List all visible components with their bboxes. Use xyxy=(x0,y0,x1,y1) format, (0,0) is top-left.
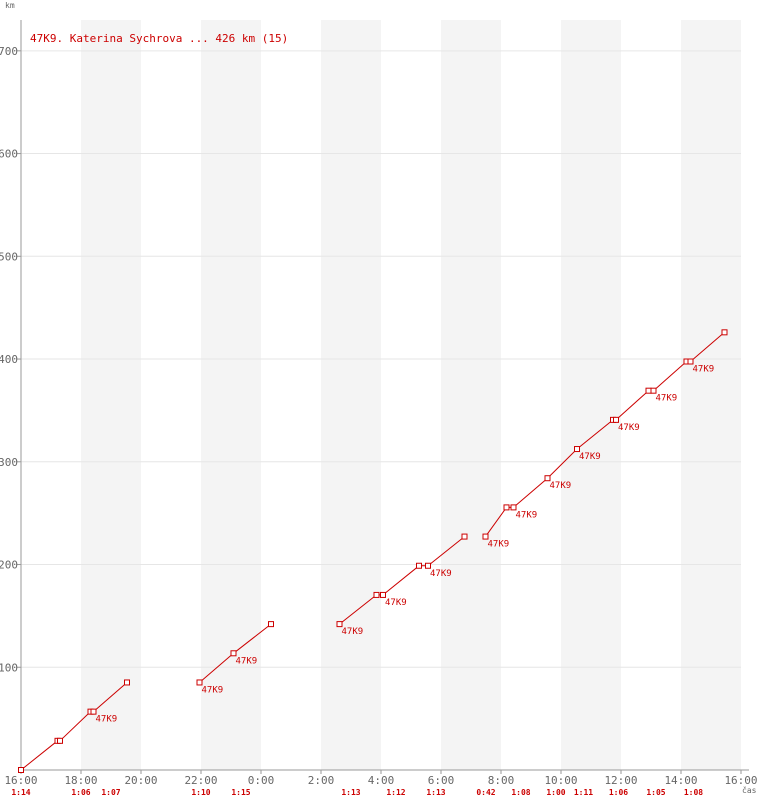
x-tick-label: 8:00 xyxy=(488,774,515,787)
data-point xyxy=(373,591,380,598)
point-label: 47K9 xyxy=(236,656,258,666)
x-tick-label: 16:00 xyxy=(724,774,757,787)
point-label: 47K9 xyxy=(96,715,118,725)
data-point xyxy=(650,387,657,394)
x-tick-labels: 16:00 18:00 20:00 22:00 0:00 2:00 4:00 6:00 8:00… xyxy=(4,774,757,787)
point-label: 47K9 xyxy=(342,627,364,637)
point-label: 47K9 xyxy=(579,452,601,462)
lap-time-label: 0:42 xyxy=(476,788,495,797)
data-point xyxy=(90,708,97,715)
point-label: 47K9 xyxy=(488,540,510,550)
point-label: 47K9 xyxy=(618,423,640,433)
x-tick-label: 12:00 xyxy=(604,774,637,787)
data-point xyxy=(230,650,237,657)
lap-time-label: 1:08 xyxy=(684,788,703,797)
y-tick-label: 600 xyxy=(0,148,18,161)
data-point xyxy=(613,416,619,423)
lap-time-label: 1:06 xyxy=(609,788,628,797)
data-point xyxy=(380,591,386,598)
x-tick-label: 22:00 xyxy=(184,774,217,787)
y-tick-label: 200 xyxy=(0,559,18,572)
data-point xyxy=(544,475,551,482)
lap-time-label: 1:11 xyxy=(574,788,593,797)
y-axis-unit: km xyxy=(5,1,15,10)
x-tick-label: 18:00 xyxy=(64,774,97,787)
series-line xyxy=(20,682,128,771)
shaded-band xyxy=(81,20,141,770)
x-tick-label: 6:00 xyxy=(428,774,455,787)
x-tick-label: 2:00 xyxy=(308,774,335,787)
series-line xyxy=(339,536,465,625)
point-label: 47K9 xyxy=(385,598,407,608)
y-tick-label: 400 xyxy=(0,353,18,366)
x-tick-label: 0:00 xyxy=(248,774,275,787)
data-point xyxy=(18,767,24,773)
data-point xyxy=(425,562,431,569)
shaded-band xyxy=(681,20,741,770)
data-point xyxy=(482,533,489,540)
data-point xyxy=(268,621,274,628)
shaded-band xyxy=(321,20,381,770)
chart-title: 47K9. Katerina Sychrova ... 426 km (15) xyxy=(30,32,288,45)
lap-time-label: 1:13 xyxy=(426,788,445,797)
series-points xyxy=(18,329,728,773)
y-tick-label: 500 xyxy=(0,250,18,263)
data-point xyxy=(461,533,468,540)
data-point xyxy=(124,679,130,686)
x-tick-label: 14:00 xyxy=(664,774,697,787)
data-point xyxy=(574,446,580,453)
data-point xyxy=(416,562,422,569)
shaded-band xyxy=(201,20,261,770)
point-label: 47K9 xyxy=(656,394,678,404)
y-tick-label: 700 xyxy=(0,45,18,58)
x-tick-label: 10:00 xyxy=(544,774,577,787)
lap-time-label: 1:00 xyxy=(546,788,565,797)
data-point xyxy=(645,387,652,394)
lap-time-labels: 1:14 1:06 1:07 1:10 1:15 1:13 1:12 1:13 0:42 1:08… xyxy=(11,788,703,797)
point-label: 47K9 xyxy=(516,510,538,520)
data-point xyxy=(503,504,510,511)
y-tick-labels: 100 200 300 400 500 600 700 xyxy=(0,45,18,674)
lap-time-label: 1:10 xyxy=(191,788,210,797)
point-label: 47K9 xyxy=(430,569,452,579)
point-label: 47K9 xyxy=(693,365,715,375)
point-labels: 47K9 47K9 47K9 47K9 47K9 47K9 47K9 47K9 47K9 47K9… xyxy=(96,365,715,725)
data-point xyxy=(687,358,694,365)
shaded-bands xyxy=(81,20,741,770)
x-axis-unit: čas xyxy=(742,785,757,795)
data-point xyxy=(721,329,728,336)
data-point xyxy=(196,679,203,686)
lap-time-label: 1:14 xyxy=(11,788,30,797)
point-label: 47K9 xyxy=(202,685,224,695)
x-tick-label: 4:00 xyxy=(368,774,395,787)
axes xyxy=(17,20,749,774)
data-point xyxy=(336,621,343,628)
gridlines xyxy=(21,50,741,668)
lap-time-label: 1:08 xyxy=(511,788,530,797)
x-tick-label: 16:00 xyxy=(4,774,37,787)
lap-time-label: 1:13 xyxy=(341,788,360,797)
data-point xyxy=(510,504,517,511)
shaded-band xyxy=(561,20,621,770)
data-point xyxy=(57,737,63,744)
lap-time-label: 1:07 xyxy=(101,788,120,797)
y-tick-label: 100 xyxy=(0,661,18,674)
lap-time-label: 1:15 xyxy=(231,788,250,797)
y-tick-label: 300 xyxy=(0,456,18,469)
point-label: 47K9 xyxy=(550,481,572,491)
lap-time-label: 1:12 xyxy=(386,788,405,797)
x-tick-label: 20:00 xyxy=(124,774,157,787)
lap-time-label: 1:05 xyxy=(646,788,665,797)
shaded-band xyxy=(441,20,501,770)
lap-time-label: 1:06 xyxy=(71,788,90,797)
